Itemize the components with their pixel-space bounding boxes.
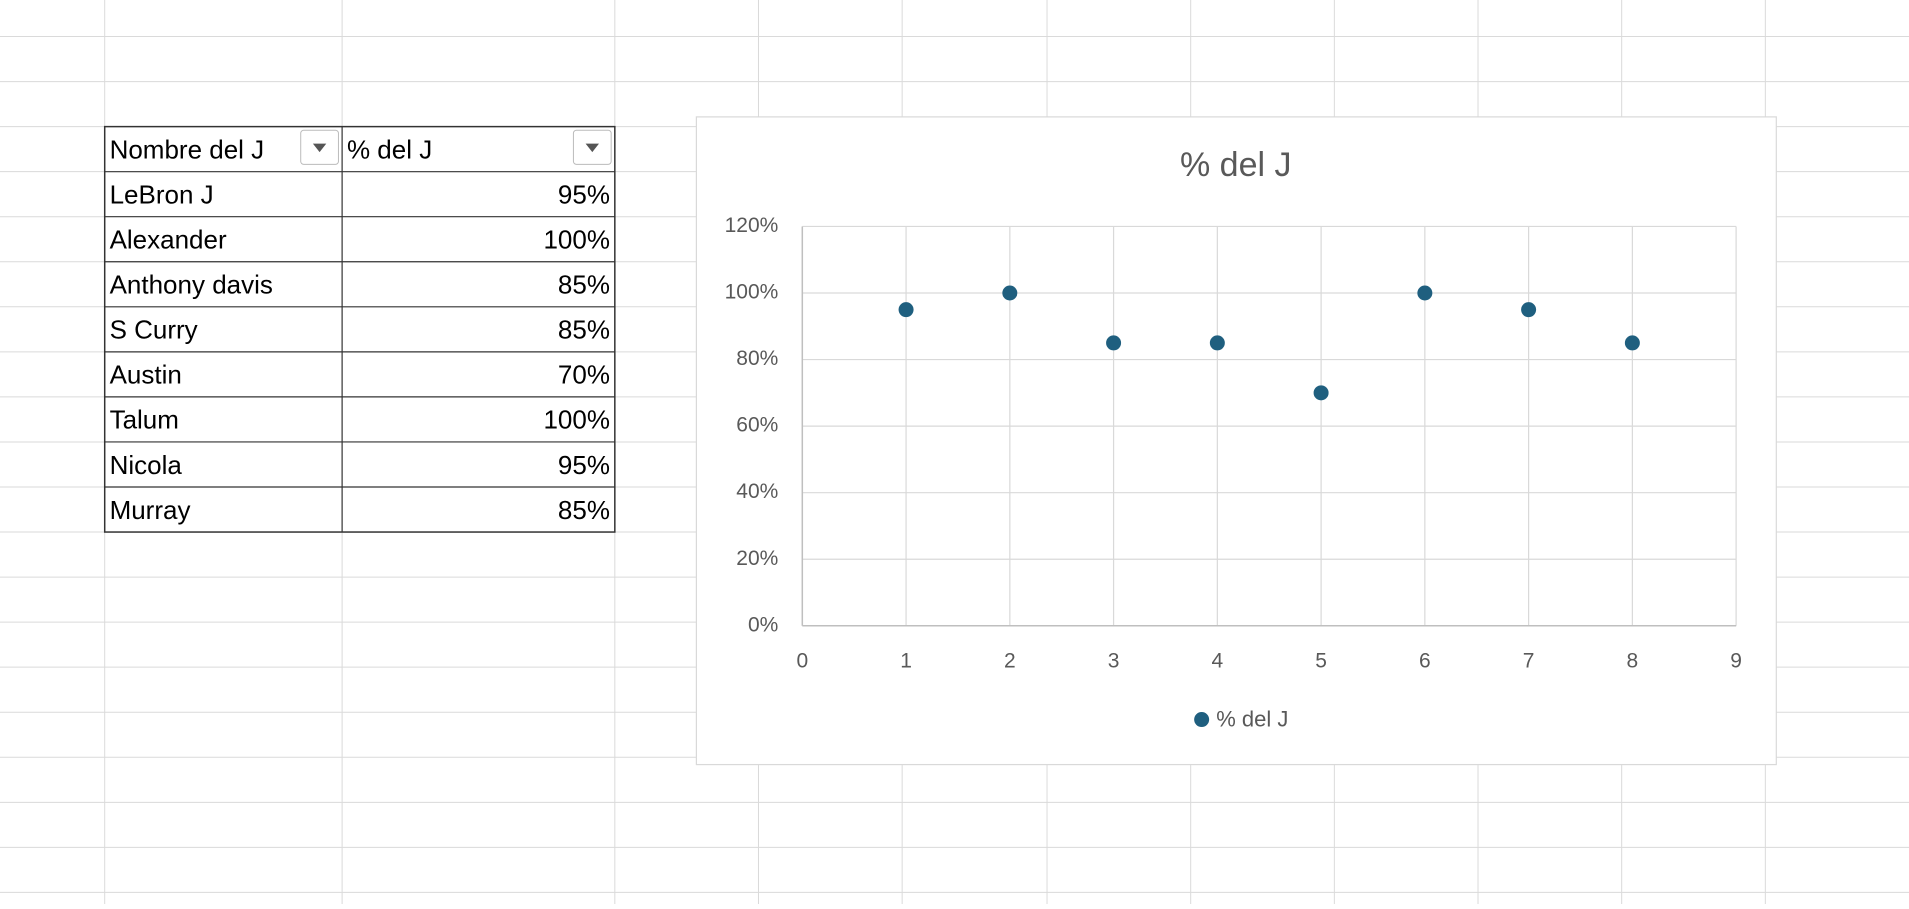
table-cell: LeBron J: [110, 179, 214, 209]
table-cell: Anthony davis: [110, 270, 273, 300]
table-cell: 100%: [543, 225, 610, 255]
table-cell: 95%: [558, 450, 610, 480]
table-cell: 95%: [558, 179, 610, 209]
table-cell: 85%: [558, 315, 610, 345]
y-tick-label: 0%: [748, 613, 778, 636]
table-cell: Murray: [110, 495, 191, 525]
table-cell: 85%: [558, 270, 610, 300]
y-tick-label: 60%: [736, 414, 778, 437]
scatter-point: [1106, 335, 1122, 351]
table-header: Nombre del J: [110, 134, 265, 164]
x-tick-label: 5: [1315, 649, 1327, 672]
y-tick-label: 40%: [736, 480, 778, 503]
scatter-point: [898, 302, 914, 318]
table-cell: 85%: [558, 495, 610, 525]
y-tick-label: 120%: [725, 214, 779, 237]
scatter-point: [1002, 285, 1018, 301]
table-cell: Talum: [110, 405, 179, 435]
x-tick-label: 3: [1108, 649, 1120, 672]
x-tick-label: 1: [900, 649, 912, 672]
x-tick-label: 8: [1627, 649, 1639, 672]
x-tick-label: 9: [1730, 649, 1742, 672]
x-tick-label: 7: [1523, 649, 1535, 672]
x-tick-label: 0: [796, 649, 808, 672]
x-tick-label: 6: [1419, 649, 1431, 672]
table-bg: [103, 125, 616, 533]
legend-marker: [1194, 712, 1210, 728]
table-cell: Austin: [110, 360, 182, 390]
scatter-point: [1521, 302, 1537, 318]
scatter-point: [1209, 335, 1225, 351]
chart-title: % del J: [1180, 146, 1292, 184]
table-cell: S Curry: [110, 315, 198, 345]
table-cell: Alexander: [110, 225, 227, 255]
y-tick-label: 80%: [736, 347, 778, 370]
chart-area: [695, 116, 1777, 766]
scatter-point: [1417, 285, 1433, 301]
scatter-point: [1313, 385, 1329, 401]
filter-arrow: [312, 143, 327, 153]
filter-arrow: [585, 143, 599, 153]
x-tick-label: 4: [1211, 649, 1223, 672]
table-cell: Nicola: [110, 450, 183, 480]
x-tick-label: 2: [1004, 649, 1016, 672]
table-cell: 100%: [543, 405, 610, 435]
table-cell: 70%: [558, 360, 610, 390]
scatter-point: [1624, 335, 1640, 351]
legend-label: % del J: [1216, 707, 1288, 732]
y-tick-label: 100%: [725, 281, 779, 304]
table-header: % del J: [347, 134, 432, 164]
y-tick-label: 20%: [736, 547, 778, 570]
